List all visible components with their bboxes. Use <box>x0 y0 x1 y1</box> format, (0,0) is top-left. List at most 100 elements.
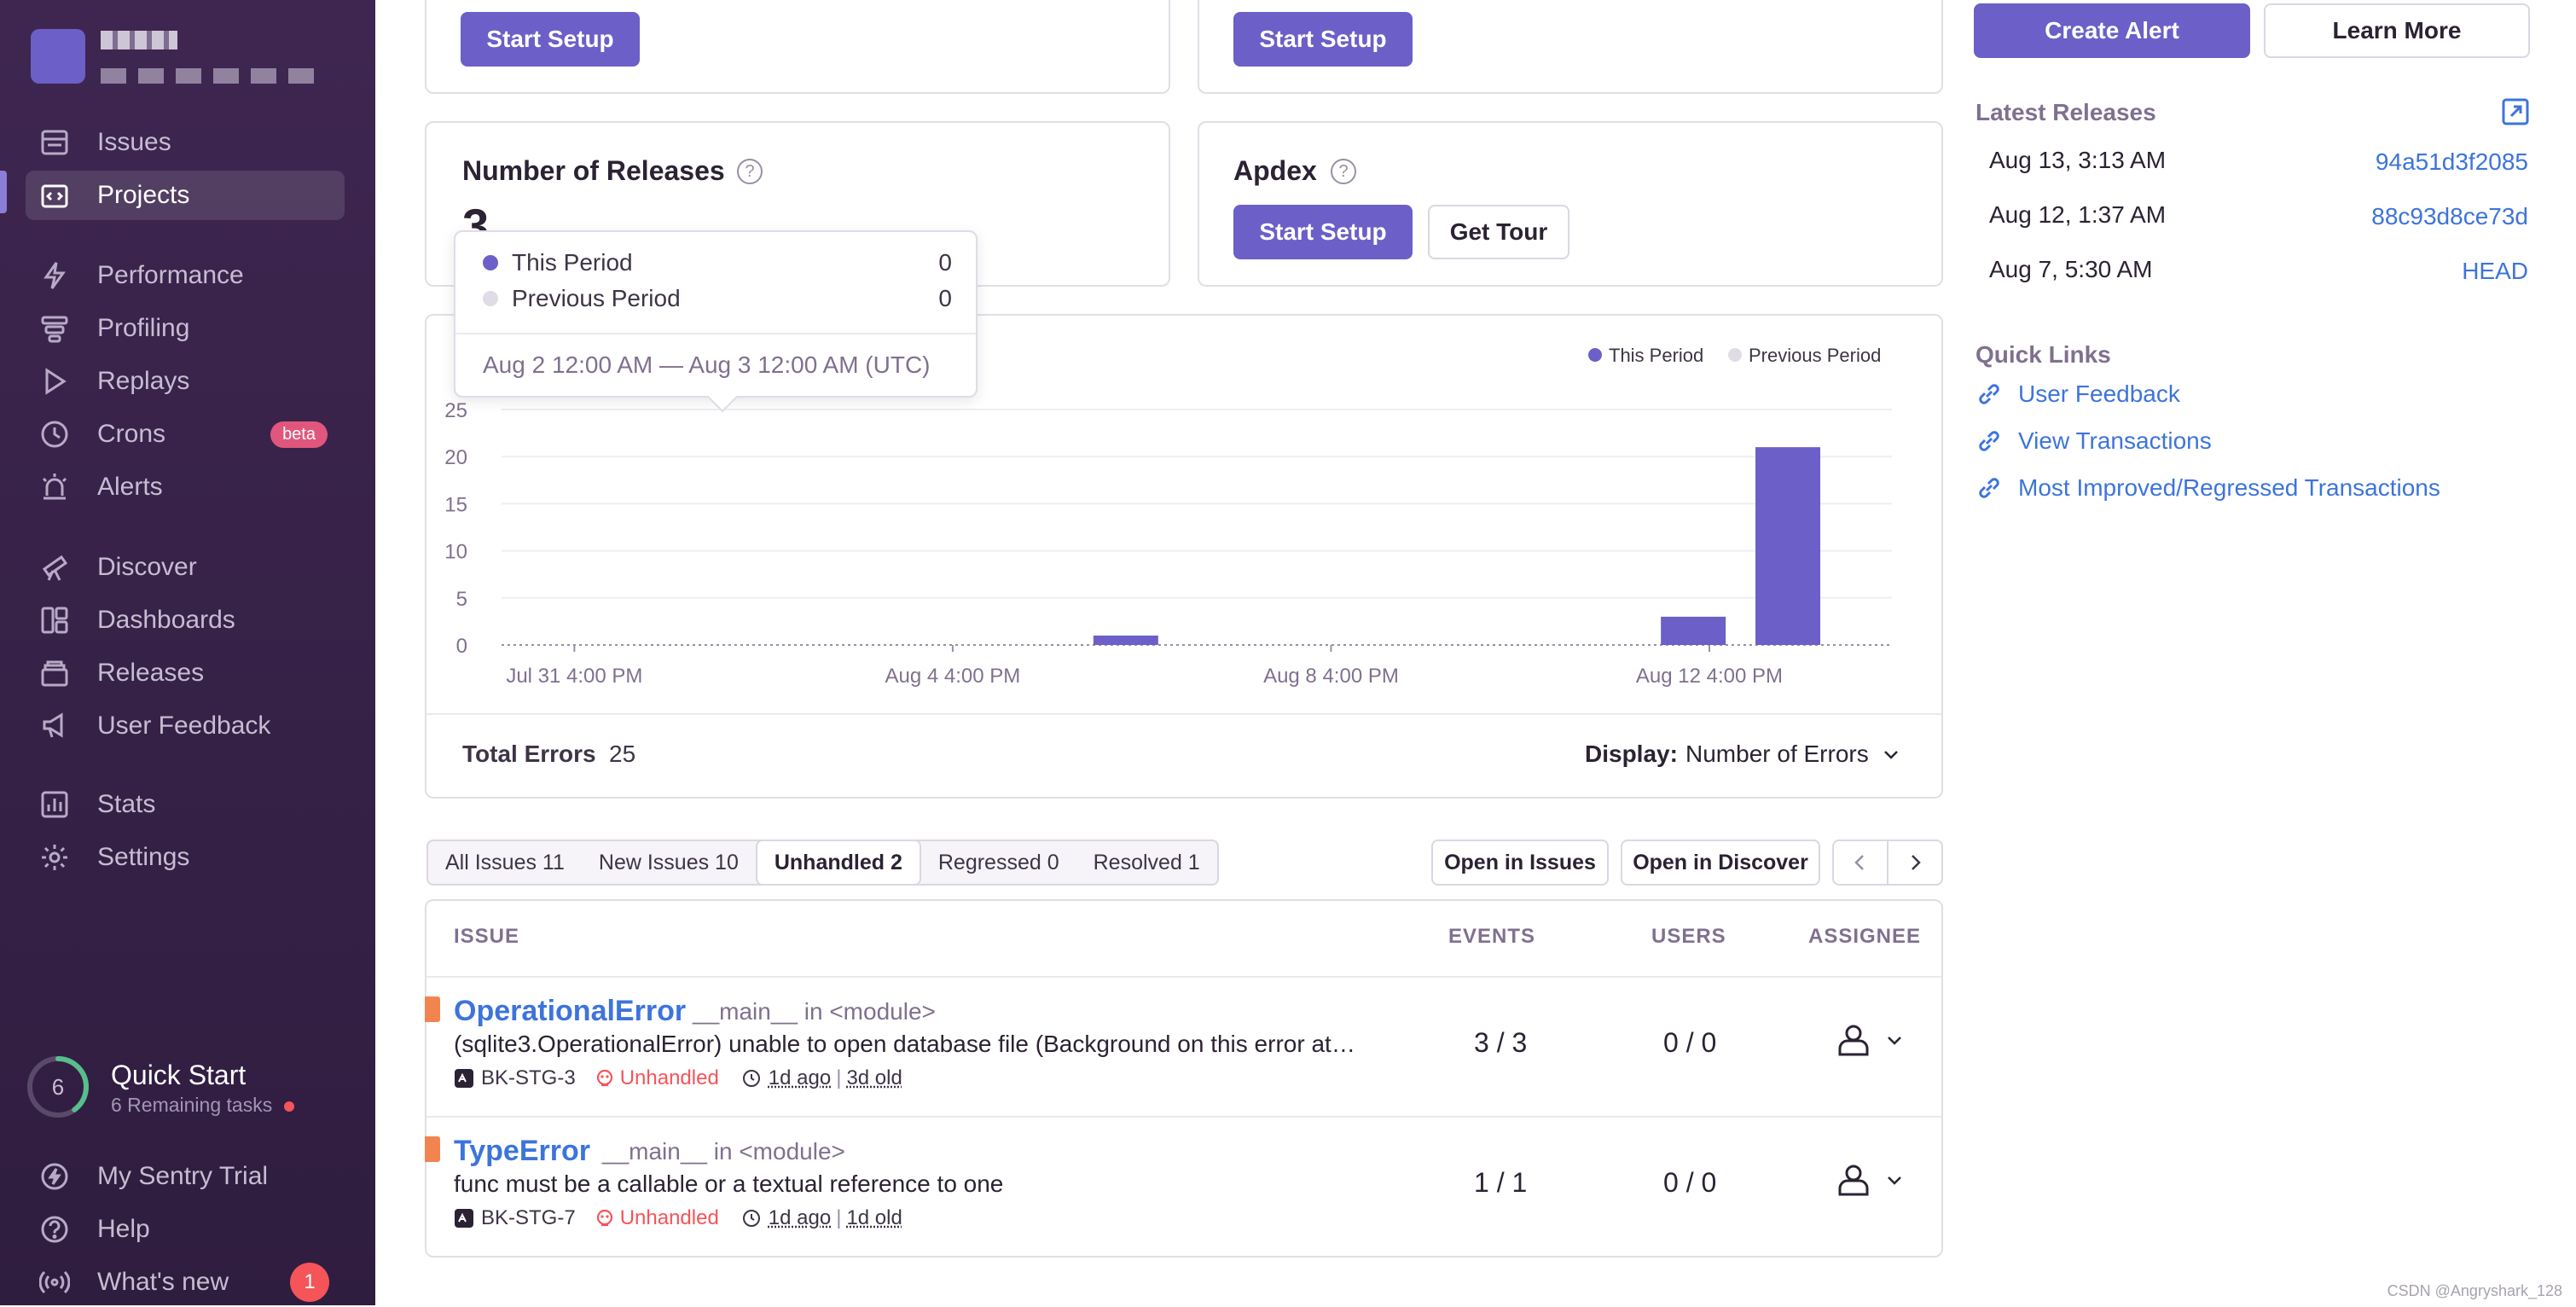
tab-regressed[interactable]: Regressed 0 <box>937 850 1059 874</box>
tab-resolved[interactable]: Resolved 1 <box>1093 850 1200 874</box>
prev-page-button[interactable] <box>1832 839 1888 886</box>
sidebar-item-label: Settings <box>97 843 190 871</box>
org-avatar[interactable] <box>31 29 85 84</box>
org-name-redacted[interactable] <box>101 31 177 49</box>
sidebar-item-stats[interactable]: Stats <box>26 780 345 829</box>
quick-start-progress-ring: 6 <box>27 1056 89 1118</box>
column-header-users[interactable]: USERS <box>1651 925 1726 948</box>
unhandled-label: Unhandled <box>619 1066 719 1089</box>
x-tick-label: Aug 4 4:00 PM <box>885 665 1021 688</box>
python-platform-icon <box>455 1209 473 1228</box>
quick-link-user-feedback[interactable]: User Feedback <box>1976 380 2180 408</box>
watermark: CSDN @Angryshark_128 <box>2387 1282 2562 1299</box>
last-seen[interactable]: 1d ago <box>768 1066 832 1089</box>
tab-unhandled[interactable]: Unhandled 2 <box>755 839 921 886</box>
open-in-issues-button[interactable]: Open in Issues <box>1431 839 1609 886</box>
x-tick-label: Jul 31 4:00 PM <box>506 665 642 688</box>
legend-this-period-swatch <box>1588 348 1602 362</box>
display-select[interactable]: Number of Errors <box>1685 735 1901 773</box>
issue-times: 1d ago | 3d old <box>741 1066 902 1090</box>
quick-start[interactable]: 6 Quick Start 6 Remaining tasks <box>26 1054 350 1123</box>
sidebar-item-crons[interactable]: Crons beta <box>26 410 345 459</box>
legend-this-period[interactable]: This Period <box>1609 345 1703 366</box>
legend-previous-period[interactable]: Previous Period <box>1749 345 1881 366</box>
assignee-selector[interactable] <box>1834 1020 1904 1060</box>
sidebar-item-discover[interactable]: Discover <box>26 543 345 592</box>
help-icon[interactable]: ? <box>737 159 763 184</box>
next-page-button[interactable] <box>1887 839 1943 886</box>
sidebar-item-settings[interactable]: Settings <box>26 833 345 882</box>
assignee-selector[interactable] <box>1834 1160 1904 1200</box>
quick-link-label: View Transactions <box>2018 427 2212 454</box>
first-seen[interactable]: 1d old <box>846 1206 902 1229</box>
last-seen[interactable]: 1d ago <box>768 1206 832 1229</box>
apdex-card: Apdex ? Start Setup Get Tour <box>1198 121 1943 287</box>
sidebar-item-label: Dashboards <box>97 606 235 634</box>
sidebar-item-alerts[interactable]: Alerts <box>26 462 345 512</box>
sidebar-item-label: Stats <box>97 790 156 818</box>
sidebar-item-label: Discover <box>97 553 197 581</box>
releases-card-title: Number of Releases <box>462 155 725 186</box>
sidebar-item-profiling[interactable]: Profiling <box>26 304 345 353</box>
sidebar-item-issues[interactable]: Issues <box>26 118 345 167</box>
y-tick-label: 15 <box>444 493 467 516</box>
sidebar-item-performance[interactable]: Performance <box>26 251 345 300</box>
sidebar-item-label: Alerts <box>97 473 163 501</box>
get-tour-button[interactable]: Get Tour <box>1428 205 1569 259</box>
quick-link-view-transactions[interactable]: View Transactions <box>1976 427 2212 455</box>
bar[interactable] <box>1755 447 1821 645</box>
chevron-down-icon <box>1883 751 1898 759</box>
column-header-assignee: ASSIGNEE <box>1808 925 1922 948</box>
sidebar-item-projects[interactable]: Projects <box>26 171 345 220</box>
help-icon[interactable]: ? <box>1331 159 1356 184</box>
start-setup-button[interactable]: Start Setup <box>1233 12 1413 67</box>
chart-grid <box>502 409 1892 646</box>
sidebar-item-replays[interactable]: Replays <box>26 357 345 406</box>
sidebar-item-help[interactable]: Help <box>26 1205 345 1254</box>
org-subtitle-redacted <box>101 68 322 84</box>
column-header-events[interactable]: EVENTS <box>1448 925 1536 948</box>
start-setup-button[interactable]: Start Setup <box>461 12 640 67</box>
open-in-discover-button[interactable]: Open in Discover <box>1621 839 1820 886</box>
issue-short-id[interactable]: BK-STG-3 <box>481 1066 576 1089</box>
sidebar-item-trial[interactable]: My Sentry Trial <box>26 1152 345 1201</box>
release-version-link[interactable]: 88c93d8ce73d <box>2371 203 2528 229</box>
quick-link-most-improved[interactable]: Most Improved/Regressed Transactions <box>1976 474 2440 502</box>
display-select-value: Number of Errors <box>1685 741 1869 767</box>
bar[interactable] <box>1093 635 1158 645</box>
x-tick-label: Aug 12 4:00 PM <box>1636 665 1783 688</box>
unhandled-icon <box>596 1209 612 1227</box>
apdex-start-setup-button[interactable]: Start Setup <box>1233 205 1413 259</box>
issue-title-link[interactable]: OperationalError <box>454 995 687 1027</box>
first-seen[interactable]: 3d old <box>846 1066 902 1089</box>
tooltip-row-this-period: This Period 0 <box>483 249 952 276</box>
release-version-link[interactable]: HEAD <box>2462 258 2528 284</box>
clock-icon <box>742 1070 760 1087</box>
unhandled-label: Unhandled <box>619 1206 719 1229</box>
y-tick-label: 10 <box>444 541 467 564</box>
package-icon <box>38 656 72 690</box>
tab-all-issues[interactable]: All Issues 11 <box>445 850 565 874</box>
sidebar-item-dashboards[interactable]: Dashboards <box>26 595 345 645</box>
sidebar-item-releases[interactable]: Releases <box>26 648 345 698</box>
tab-new-issues[interactable]: New Issues 10 <box>598 850 739 874</box>
quick-start-subtitle: 6 Remaining tasks <box>111 1094 295 1117</box>
sidebar-item-label: What's new <box>97 1268 229 1296</box>
issue-title-link[interactable]: TypeError <box>454 1135 590 1167</box>
issues-table <box>425 899 1943 1258</box>
this-period-swatch <box>483 255 498 270</box>
issue-message: func must be a callable or a textual ref… <box>454 1170 1004 1197</box>
sidebar-item-whats-new[interactable]: What's new 1 <box>26 1258 345 1307</box>
sidebar-item-user-feedback[interactable]: User Feedback <box>26 701 345 751</box>
stats-icon <box>38 787 72 822</box>
learn-more-button[interactable]: Learn More <box>2264 3 2530 58</box>
bar[interactable] <box>1661 616 1726 645</box>
open-external-icon[interactable] <box>2501 97 2530 126</box>
total-errors-label: Total Errors <box>462 741 596 767</box>
sidebar-item-label: Help <box>97 1215 150 1243</box>
issue-short-id[interactable]: BK-STG-7 <box>481 1206 576 1229</box>
create-alert-button[interactable]: Create Alert <box>1974 3 2250 58</box>
user-icon <box>1838 1025 1869 1056</box>
release-version-link[interactable]: 94a51d3f2085 <box>2375 148 2528 175</box>
gear-icon <box>38 840 72 874</box>
